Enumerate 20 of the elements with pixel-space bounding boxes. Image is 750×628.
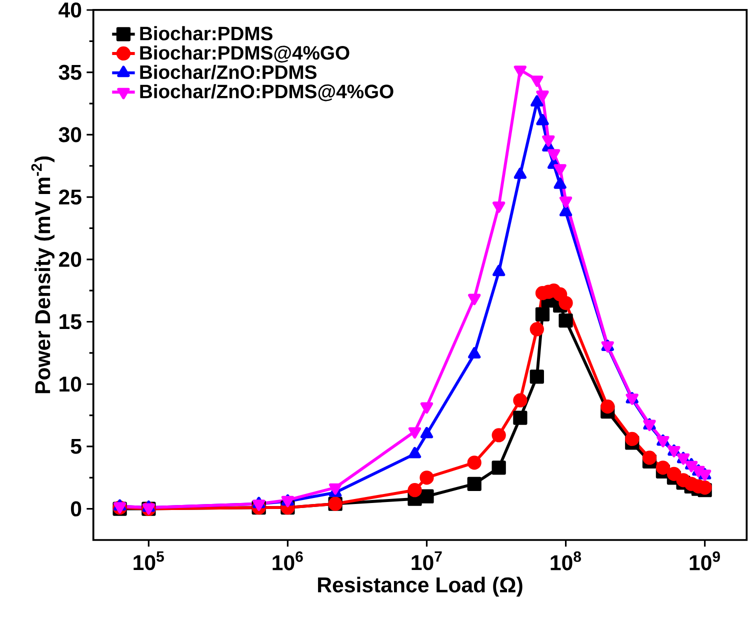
y-tick-label: 15 bbox=[60, 314, 82, 330]
x-axis-title: Resistance Load (Ω) bbox=[318, 576, 522, 597]
y-tick-label: 20 bbox=[59, 252, 82, 267]
y-tick-label: 0 bbox=[70, 501, 82, 516]
y-tick-label: 5 bbox=[70, 439, 82, 454]
y-axis-title: Power Density (mV m$^{-2}$) bbox=[31, 156, 54, 394]
x-tick-label: 10$^{7}$ bbox=[412, 551, 442, 570]
legend-label: Biochar/ZnO:PDMS@4%GO bbox=[140, 84, 394, 102]
legend-label: Biochar:PDMS@4%GO bbox=[140, 46, 350, 63]
x-tick-label: 10$^{6}$ bbox=[272, 551, 303, 570]
y-tick-label: 35 bbox=[58, 64, 82, 80]
legend-label: Biochar:PDMS bbox=[140, 26, 272, 40]
y-tick-label: 40 bbox=[58, 2, 82, 18]
x-tick-label: 10$^{9}$ bbox=[690, 551, 720, 570]
legend-label: Biochar/ZnO:PDMS bbox=[140, 64, 316, 80]
y-tick-label: 10 bbox=[60, 376, 82, 392]
x-tick-label: 10$^{5}$ bbox=[134, 551, 164, 570]
y-tick-label: 25 bbox=[59, 190, 82, 205]
x-tick-label: 10$^{8}$ bbox=[550, 551, 582, 570]
y-tick-label: 30 bbox=[58, 127, 82, 142]
